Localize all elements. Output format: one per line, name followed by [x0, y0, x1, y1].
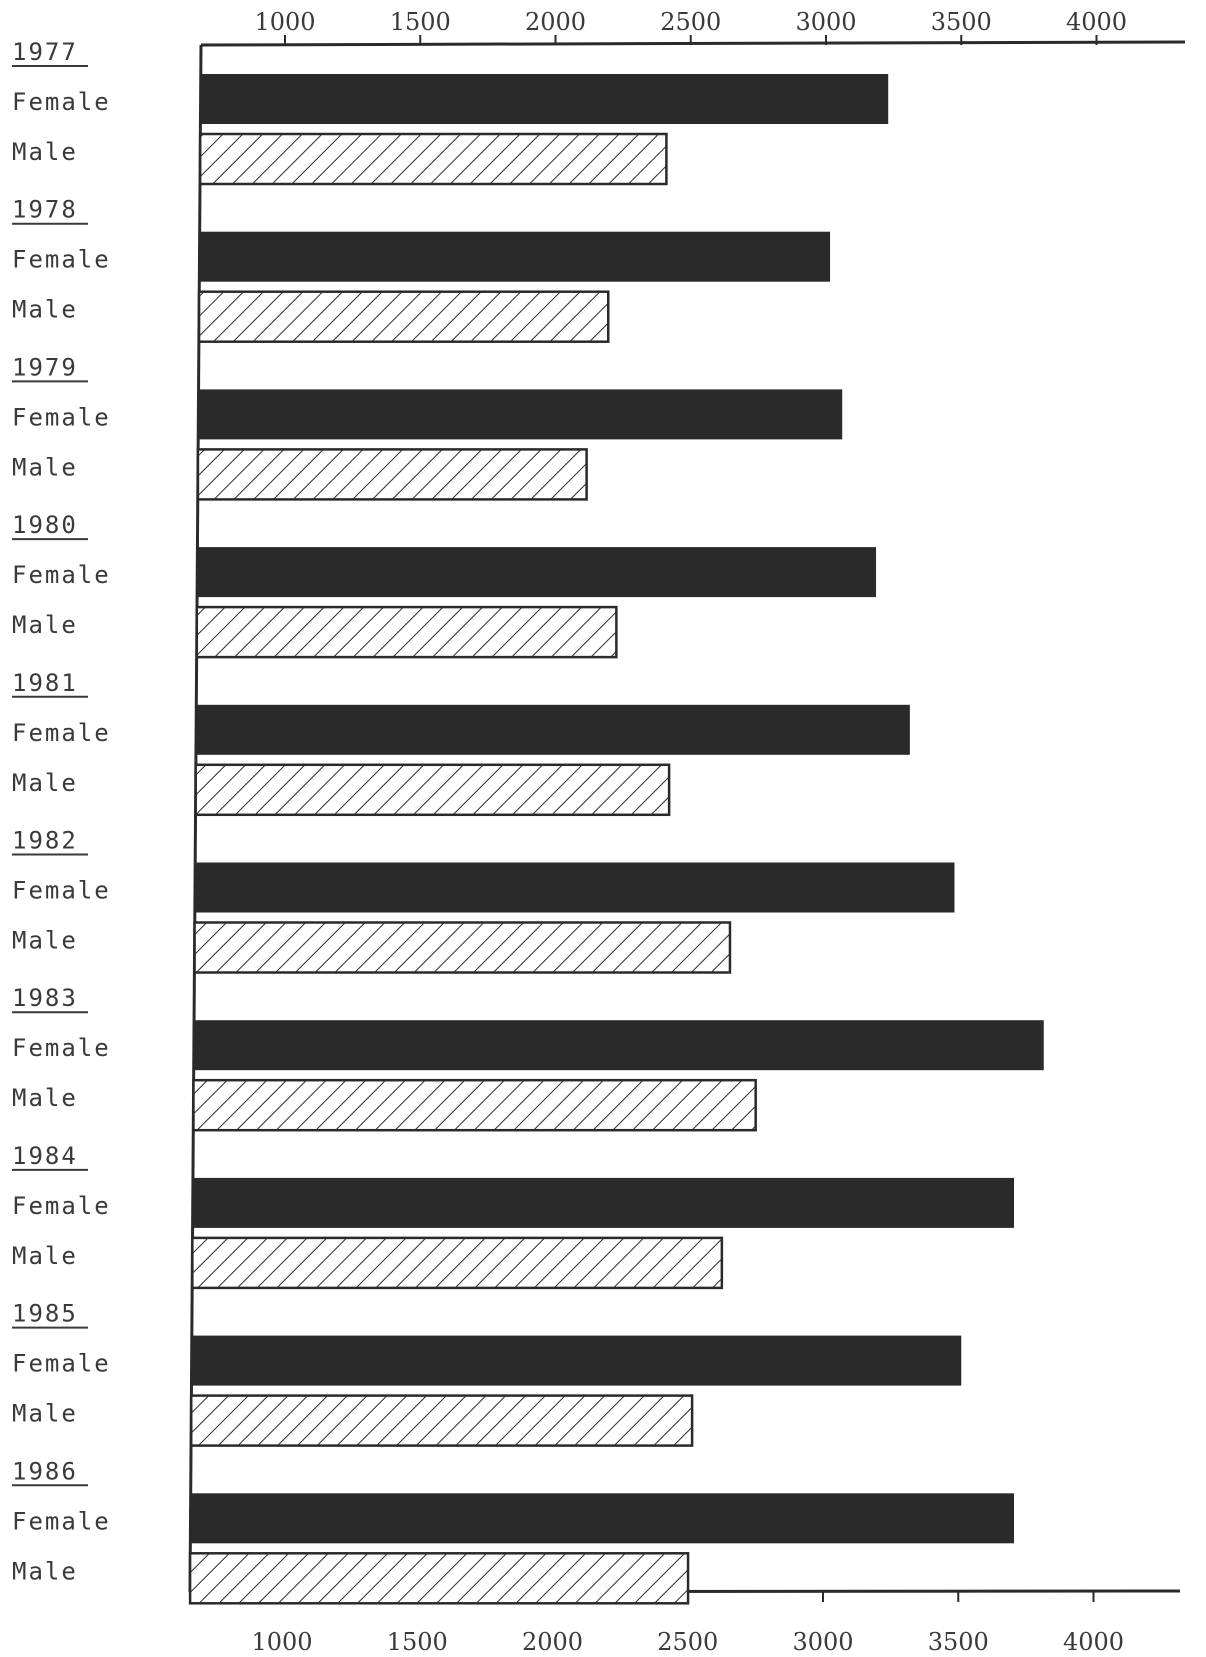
bar-female-1985 — [191, 1335, 962, 1386]
year-label-1982: 1982 — [12, 827, 78, 855]
bar-female-1978 — [199, 231, 831, 282]
bar-male-1979 — [196, 448, 588, 501]
bar-female-1982 — [195, 862, 955, 913]
year-label-1984: 1984 — [12, 1142, 78, 1170]
bar-female-1977 — [200, 74, 889, 124]
bar-male-1983 — [192, 1078, 757, 1132]
x-tick-label-bottom: 1500 — [387, 1628, 448, 1656]
series-label-male: Male — [12, 138, 78, 166]
bar-male-1984 — [191, 1236, 724, 1290]
bar-female-1980 — [197, 547, 877, 598]
series-label-female: Female — [12, 877, 111, 905]
bar-female-1984 — [192, 1177, 1014, 1228]
series-label-male: Male — [12, 296, 78, 324]
x-tick-label-bottom: 4000 — [1063, 1628, 1124, 1656]
series-label-male: Male — [12, 927, 78, 955]
x-tick-label-bottom: 1000 — [251, 1628, 312, 1656]
bar-female-1979 — [198, 389, 843, 440]
bar-male-1982 — [193, 921, 732, 974]
row-labels: 1977 Female Male 1978 Female Male 1979 Female Ma… — [12, 38, 111, 1585]
x-tick-label-top: 1000 — [254, 8, 315, 36]
x-tick-label-top: 2500 — [660, 8, 721, 36]
year-label-1985: 1985 — [12, 1300, 78, 1328]
year-label-1986: 1986 — [12, 1457, 78, 1485]
series-label-female: Female — [12, 88, 111, 116]
series-label-female: Female — [12, 1507, 111, 1535]
bar-male-1985 — [189, 1394, 694, 1447]
x-tick-label-bottom: 2000 — [522, 1628, 583, 1656]
series-label-male: Male — [12, 453, 78, 481]
x-tick-label-bottom: 3500 — [928, 1628, 989, 1656]
series-label-female: Female — [12, 1034, 111, 1062]
year-label-1979: 1979 — [12, 353, 78, 381]
x-tick-label-top: 3500 — [931, 8, 992, 36]
series-label-male: Male — [12, 1242, 78, 1270]
bar-male-1981 — [194, 763, 671, 817]
x-axis-top-ticks: 1000 1500 2000 2500 3000 3500 4000 — [254, 8, 1127, 45]
bar-male-1978 — [197, 290, 610, 343]
x-tick-label-top: 2000 — [525, 8, 586, 36]
x-tick-label-top: 4000 — [1066, 8, 1127, 36]
year-label-1980: 1980 — [12, 511, 78, 539]
bar-male-1986 — [188, 1552, 690, 1605]
series-label-male: Male — [12, 611, 78, 639]
series-label-female: Female — [12, 561, 111, 589]
series-label-male: Male — [12, 769, 78, 797]
year-label-1983: 1983 — [12, 984, 78, 1012]
series-label-male: Male — [12, 1557, 78, 1585]
top-axis-line — [200, 40, 1186, 47]
series-label-male: Male — [12, 1400, 78, 1428]
series-label-female: Female — [12, 246, 111, 274]
year-label-1978: 1978 — [12, 196, 78, 224]
x-tick-label-top: 3000 — [795, 8, 856, 36]
series-label-female: Female — [12, 1350, 111, 1378]
bar-female-1986 — [190, 1493, 1014, 1544]
bar-male-1980 — [195, 605, 618, 659]
series-label-female: Female — [12, 403, 111, 431]
series-label-male: Male — [12, 1084, 78, 1112]
x-tick-label-bottom: 3000 — [792, 1628, 853, 1656]
bars — [188, 74, 1044, 1605]
x-tick-label-bottom: 2500 — [657, 1628, 718, 1656]
x-tick-label-top: 1500 — [390, 8, 451, 36]
series-label-female: Female — [12, 719, 111, 747]
year-label-1977: 1977 — [12, 38, 78, 66]
year-label-1981: 1981 — [12, 669, 78, 697]
bar-female-1981 — [196, 704, 910, 755]
series-label-female: Female — [12, 1192, 111, 1220]
bar-female-1983 — [193, 1020, 1044, 1071]
bar-male-1977 — [198, 132, 668, 186]
